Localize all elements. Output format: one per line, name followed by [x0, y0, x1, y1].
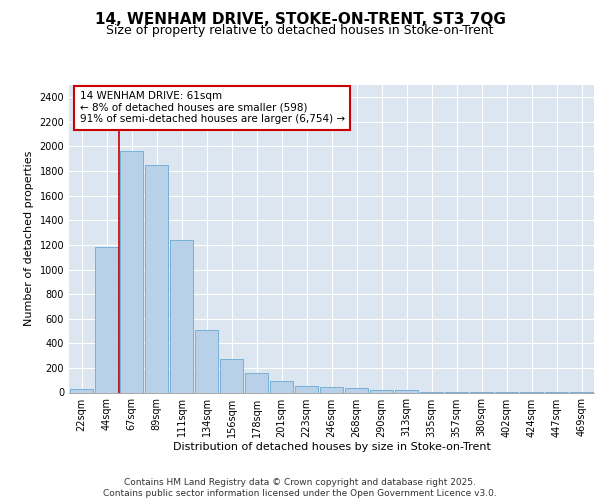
Bar — [320, 388, 343, 392]
Bar — [345, 388, 368, 392]
Text: 14 WENHAM DRIVE: 61sqm
← 8% of detached houses are smaller (598)
91% of semi-det: 14 WENHAM DRIVE: 61sqm ← 8% of detached … — [79, 91, 344, 124]
Bar — [395, 390, 418, 392]
Bar — [220, 360, 243, 392]
Text: Contains HM Land Registry data © Crown copyright and database right 2025.
Contai: Contains HM Land Registry data © Crown c… — [103, 478, 497, 498]
Text: 14, WENHAM DRIVE, STOKE-ON-TRENT, ST3 7QG: 14, WENHAM DRIVE, STOKE-ON-TRENT, ST3 7Q… — [95, 12, 505, 28]
Bar — [245, 374, 268, 392]
Bar — [145, 165, 168, 392]
Bar — [120, 152, 143, 392]
X-axis label: Distribution of detached houses by size in Stoke-on-Trent: Distribution of detached houses by size … — [173, 442, 490, 452]
Bar — [95, 248, 118, 392]
Text: Size of property relative to detached houses in Stoke-on-Trent: Size of property relative to detached ho… — [106, 24, 494, 37]
Bar — [195, 330, 218, 392]
Y-axis label: Number of detached properties: Number of detached properties — [24, 151, 34, 326]
Bar — [170, 240, 193, 392]
Bar — [70, 389, 93, 392]
Bar — [370, 390, 393, 392]
Bar — [295, 386, 318, 392]
Bar — [270, 382, 293, 392]
